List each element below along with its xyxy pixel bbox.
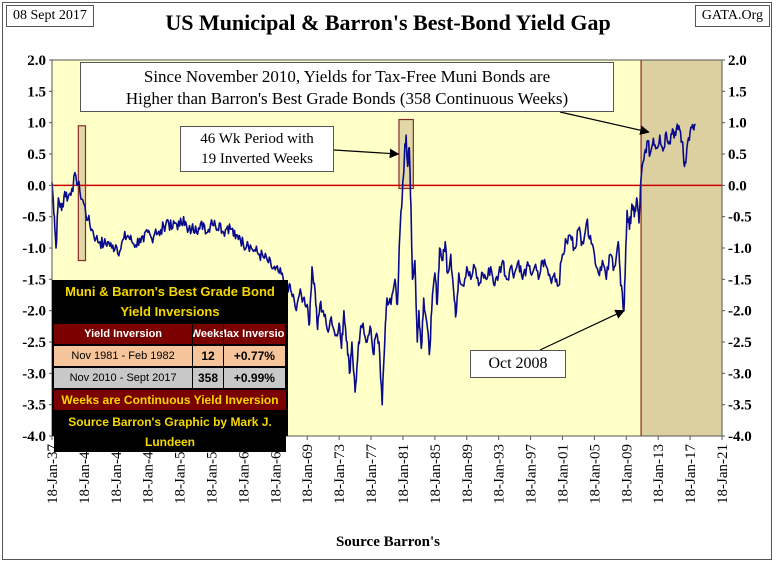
x-tick-label: 18-Jan-73 xyxy=(332,444,348,504)
table-cell: Nov 1981 - Feb 1982 xyxy=(54,346,193,366)
y-axis-right: 2.0 1.5 1.0 0.5 0.0 -0.5 -1.0 -1.5 -2.0 -2.5 -3.0 -… xyxy=(722,53,752,445)
shaded-period xyxy=(640,59,723,437)
x-tick-label: 18-Jan-61 xyxy=(236,444,252,504)
table-footer-source: Source Barron's Graphic by Mark J. Lunde… xyxy=(54,412,286,452)
y-tick-label: -3.0 xyxy=(728,366,752,382)
y-tick-label: 1.0 xyxy=(27,116,46,132)
callout-line: 19 Inverted Weeks xyxy=(201,151,313,167)
y-tick-label: -2.5 xyxy=(22,335,46,351)
callout-46-week-period: 46 Wk Period with 19 Inverted Weeks xyxy=(180,126,334,172)
y-tick-label: -1.0 xyxy=(22,241,46,257)
annotation-arrow xyxy=(559,111,650,135)
annotation-arrows xyxy=(333,111,650,351)
inversion-table: Muni & Barron's Best Grade Bond Yield In… xyxy=(52,280,288,452)
y-tick-label: 2.0 xyxy=(27,53,46,69)
y-tick-label: 0.5 xyxy=(728,147,747,163)
y-tick-label: -3.5 xyxy=(728,398,752,414)
y-tick-label: -0.5 xyxy=(728,210,752,226)
annotation-arrow xyxy=(333,148,400,159)
x-tick-label: 18-Jan-69 xyxy=(300,444,316,504)
table-cell: +0.99% xyxy=(223,368,285,388)
y-tick-label: -3.5 xyxy=(22,398,46,414)
x-tick-label: 18-Jan-65 xyxy=(268,444,284,504)
callout-line: Since November 2010, Yields for Tax-Free… xyxy=(143,67,551,86)
x-tick-label: 18-Jan-57 xyxy=(205,444,221,504)
table-header-cell: Yield Inversion xyxy=(54,324,193,344)
x-axis: 18-Jan-37 18-Jan-41 18-Jan-45 18-Jan-49 18-J… xyxy=(45,436,731,504)
y-tick-label: 2.0 xyxy=(728,53,747,69)
callout-oct-2008: Oct 2008 xyxy=(470,350,566,378)
x-tick-label: 18-Jan-93 xyxy=(492,444,508,504)
y-tick-label: 1.5 xyxy=(27,84,46,100)
x-tick-label: 18-Jan-53 xyxy=(173,444,189,504)
table-cell: 358 xyxy=(193,368,223,388)
source-label: GATA.Org xyxy=(694,5,770,27)
x-tick-label: 18-Jan-81 xyxy=(396,444,412,504)
y-axis-left: 2.0 1.5 1.0 0.5 0.0 -0.5 -1.0 -1.5 -2.0 -2.5 -3.0 -… xyxy=(22,53,52,445)
y-tick-label: 0.5 xyxy=(27,147,46,163)
callout-line: 46 Wk Period with xyxy=(200,131,314,147)
table-cell: Nov 2010 - Sept 2017 xyxy=(54,368,193,388)
shaded-periods xyxy=(77,59,723,437)
table-cell: 12 xyxy=(193,346,223,366)
x-tick-label: 18-Jan-17 xyxy=(683,444,699,504)
table-header-cell: Weeks xyxy=(193,324,223,344)
y-tick-label: 1.0 xyxy=(728,116,747,132)
y-tick-label: -1.5 xyxy=(22,272,46,288)
x-tick-label: 18-Jan-49 xyxy=(141,444,157,504)
y-tick-label: -1.5 xyxy=(728,272,752,288)
table-footer-note: Weeks are Continuous Yield Inversion xyxy=(54,390,286,410)
x-tick-label: 18-Jan-41 xyxy=(77,444,93,504)
x-tick-label: 18-Jan-13 xyxy=(651,444,667,504)
table-title-line2: Yield Inversions xyxy=(54,302,286,322)
chart-title: US Municipal & Barron's Best-Bond Yield … xyxy=(165,10,611,35)
table-row: Nov 2010 - Sept 2017 358 +0.99% xyxy=(54,368,286,388)
date-label: 08 Sept 2017 xyxy=(6,5,94,27)
x-tick-label: 18-Jan-01 xyxy=(555,444,571,504)
table-title-line1: Muni & Barron's Best Grade Bond xyxy=(54,282,286,302)
y-tick-label: 1.5 xyxy=(728,84,747,100)
x-tick-label: 18-Jan-89 xyxy=(460,444,476,504)
y-tick-label: -0.5 xyxy=(22,210,46,226)
table-header-cell: Max Inversion xyxy=(223,324,285,344)
callout-line: Higher than Barron's Best Grade Bonds (3… xyxy=(125,89,569,108)
y-tick-label: -1.0 xyxy=(728,241,752,257)
y-tick-label: -4.0 xyxy=(728,429,752,445)
x-tick-label: 18-Jan-05 xyxy=(587,444,603,504)
y-tick-label: -2.0 xyxy=(22,304,46,320)
x-tick-label: 18-Jan-77 xyxy=(364,444,380,504)
y-tick-label: -2.0 xyxy=(728,304,752,320)
y-tick-label: 0.0 xyxy=(27,178,46,194)
y-tick-label: -3.0 xyxy=(22,366,46,382)
x-tick-label: 18-Jan-09 xyxy=(619,444,635,504)
x-tick-label: 18-Jan-37 xyxy=(45,444,61,504)
x-axis-label: Source Barron's xyxy=(335,534,441,550)
y-tick-label: -2.5 xyxy=(728,335,752,351)
y-tick-label: 0.0 xyxy=(728,178,747,194)
y-tick-label: -4.0 xyxy=(22,429,46,445)
callout-since-nov-2010: Since November 2010, Yields for Tax-Free… xyxy=(80,62,614,112)
shaded-period xyxy=(77,125,87,262)
x-tick-label: 18-Jan-21 xyxy=(715,444,731,504)
table-row: Nov 1981 - Feb 1982 12 +0.77% xyxy=(54,346,286,366)
yield-gap-series-line xyxy=(51,123,696,406)
x-tick-label: 18-Jan-85 xyxy=(428,444,444,504)
annotation-arrow xyxy=(539,309,625,351)
table-header-row: Yield Inversion Weeks Max Inversion xyxy=(54,324,286,344)
x-tick-label: 18-Jan-45 xyxy=(109,444,125,504)
table-cell: +0.77% xyxy=(223,346,285,366)
x-tick-label: 18-Jan-97 xyxy=(524,444,540,504)
